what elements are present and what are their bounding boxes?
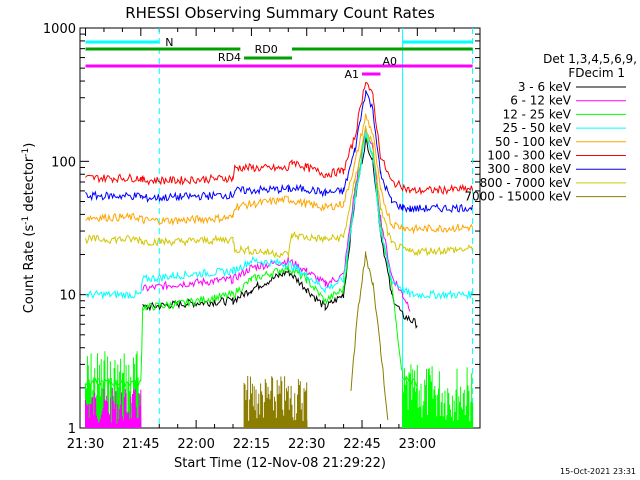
legend-entry-label: 7000 - 15000 keV: [464, 190, 571, 204]
y-axis-label: Count Rate (s-1 detector-1): [21, 143, 37, 314]
x-tick-label: 22:15: [233, 437, 270, 452]
series-line: [85, 131, 474, 301]
y-tick-label: 100: [51, 155, 76, 170]
status-bar-label: A1: [344, 68, 359, 81]
x-tick-label: 21:45: [122, 437, 159, 452]
series-line: [85, 125, 474, 259]
status-bar-label: N: [165, 36, 173, 49]
vertical-markers: [158, 28, 474, 428]
legend-entry-label: 6 - 12 keV: [510, 94, 572, 108]
chart-title: RHESSI Observing Summary Count Rates: [125, 4, 435, 22]
y-axis: 1 10 100 1000: [43, 22, 480, 437]
status-bar-label: A0: [382, 55, 397, 68]
legend-header-1: Det 1,3,4,5,6,9,: [543, 52, 637, 66]
x-tick-label: 22:45: [343, 437, 380, 452]
status-bar-label: RD4: [218, 51, 241, 64]
x-axis-label: Start Time (12-Nov-08 21:29:22): [174, 456, 386, 471]
status-bars: N RD0 RD4 A0 A1: [85, 36, 473, 81]
legend-entry-label: 300 - 800 keV: [487, 162, 571, 176]
x-tick-label: 21:30: [67, 437, 104, 452]
series-line: [142, 136, 418, 329]
legend-entry-label: 100 - 300 keV: [487, 149, 571, 163]
y-tick-label: 1000: [43, 22, 76, 37]
series-line: [85, 82, 474, 196]
x-axis: 21:30 21:45 22:00 22:15 22:30 22:45 23:00: [67, 28, 455, 452]
legend-entry-label: 12 - 25 keV: [503, 107, 572, 121]
legend-entry-label: 3 - 6 keV: [518, 80, 572, 94]
x-tick-label: 22:30: [288, 437, 325, 452]
x-tick-label: 23:00: [399, 437, 436, 452]
series-line: [350, 251, 389, 420]
series-line: [85, 90, 474, 214]
series-line: [85, 113, 474, 235]
legend-entry-label: 50 - 100 keV: [495, 135, 572, 149]
noise-blocks: [85, 351, 474, 428]
noise-block: [402, 364, 474, 428]
x-tick-label: 22:00: [177, 437, 214, 452]
legend-header-2: FDecim 1: [568, 66, 625, 80]
y-tick-label: 1: [68, 422, 76, 437]
legend-entry-label: 800 - 7000 keV: [480, 176, 572, 190]
noise-block: [85, 388, 142, 428]
timestamp: 15-Oct-2021 23:31: [560, 467, 636, 476]
series-lines: [85, 82, 474, 420]
noise-block: [243, 376, 308, 428]
status-bar-label: RD0: [255, 43, 278, 56]
y-tick-label: 10: [59, 289, 76, 304]
legend-entry-label: 25 - 50 keV: [503, 121, 572, 135]
